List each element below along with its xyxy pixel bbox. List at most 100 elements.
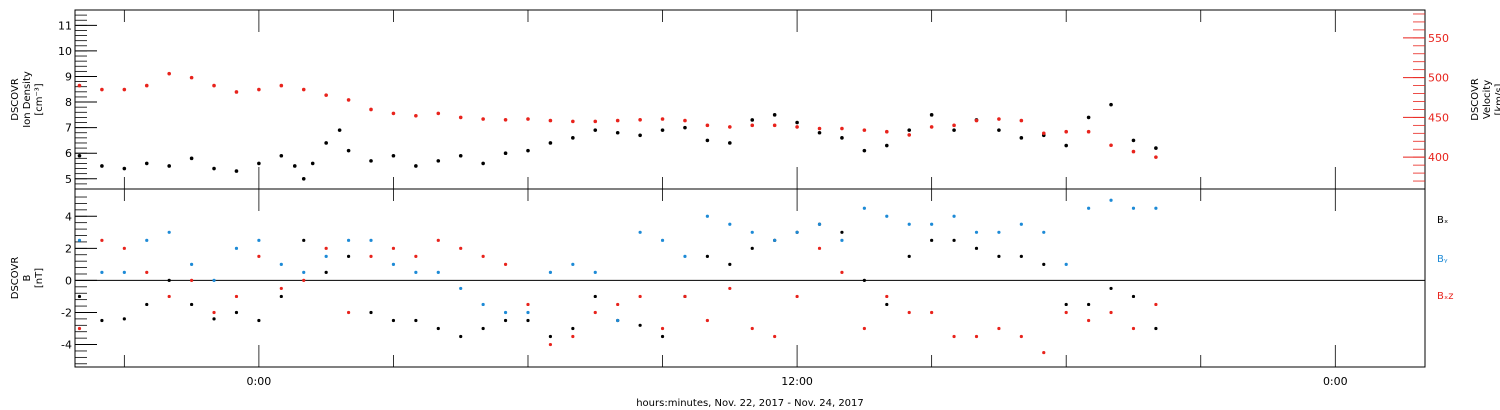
density-point <box>907 128 912 132</box>
bx-point <box>369 310 373 315</box>
left-tick-label: 9 <box>65 70 72 83</box>
bx-point <box>728 262 732 266</box>
velocity-point <box>660 117 665 121</box>
bz-point <box>862 326 866 331</box>
top-right-axis-label-line: [km/s] <box>1494 83 1500 115</box>
bz-point <box>1042 350 1046 355</box>
density-point <box>1131 138 1136 143</box>
density-point <box>77 153 82 158</box>
density-point <box>436 159 441 163</box>
by-point <box>1064 262 1068 266</box>
density-point <box>728 141 732 145</box>
bx-point <box>907 254 911 258</box>
density-point <box>1109 102 1113 107</box>
bx-point <box>885 302 889 307</box>
by-point <box>279 262 283 266</box>
by-point <box>302 270 306 274</box>
by-point <box>167 230 171 234</box>
bz-point <box>773 334 777 339</box>
by-point <box>1109 198 1113 202</box>
by-point <box>1087 206 1091 210</box>
b-tick-label: 0 <box>65 274 72 287</box>
density-point <box>301 176 306 181</box>
density-point <box>122 166 127 171</box>
bz-point <box>167 294 171 299</box>
by-point <box>257 238 261 242</box>
bz-point <box>369 254 373 258</box>
by-point <box>930 222 934 226</box>
density-point <box>391 153 396 158</box>
density-point <box>414 164 418 168</box>
left-tick-label: 10 <box>58 45 72 58</box>
velocity-point <box>1109 143 1113 148</box>
by-point <box>885 214 889 218</box>
bz-point <box>1109 310 1113 315</box>
bx-point <box>481 326 485 331</box>
by-point <box>862 206 866 210</box>
by-point <box>526 310 530 315</box>
bz-point <box>257 254 261 258</box>
left-tick-label: 11 <box>58 19 72 32</box>
density-point <box>346 148 351 153</box>
legend-entry: Bₓ <box>1437 215 1448 226</box>
bx-point <box>997 254 1001 258</box>
velocity-point <box>144 83 149 88</box>
velocity-point <box>997 117 1001 121</box>
density-point <box>189 156 194 161</box>
density-point <box>1086 115 1091 120</box>
velocity-point <box>615 118 620 123</box>
b-tick-label: -2 <box>61 306 72 319</box>
density-point <box>929 113 934 117</box>
by-point <box>750 230 754 234</box>
bz-point <box>234 294 239 299</box>
bx-point <box>122 317 126 321</box>
by-point <box>369 238 373 242</box>
by-point <box>660 238 665 242</box>
velocity-point <box>503 117 508 122</box>
top-left-axis-label-line: DSCOVR <box>10 78 21 121</box>
by-point <box>503 310 508 315</box>
density-point <box>167 164 171 168</box>
bz-point <box>885 294 889 299</box>
by-point <box>190 262 194 266</box>
bx-point <box>952 238 956 242</box>
bz-point <box>974 334 979 339</box>
by-point <box>212 278 216 283</box>
bx-point <box>1131 294 1136 299</box>
bz-point <box>907 310 911 315</box>
velocity-point <box>77 83 82 88</box>
by-point <box>100 270 104 274</box>
velocity-point <box>593 119 598 124</box>
by-point <box>952 214 956 218</box>
density-point <box>481 161 485 166</box>
density-point <box>1019 136 1024 140</box>
by-point <box>346 238 351 242</box>
velocity-point <box>750 123 755 128</box>
bx-point <box>503 318 508 323</box>
bz-point <box>302 278 306 283</box>
velocity-point <box>1019 118 1024 123</box>
by-point <box>1042 230 1046 234</box>
bx-point <box>234 310 239 315</box>
x-tick-label: 0:00 <box>247 375 272 388</box>
by-point <box>907 222 911 226</box>
bz-point <box>122 246 126 250</box>
density-point <box>503 151 508 155</box>
bx-point <box>77 294 82 299</box>
by-point <box>593 270 597 274</box>
velocity-point <box>324 93 328 97</box>
density-point <box>997 128 1001 132</box>
by-point <box>840 238 844 242</box>
by-point <box>974 230 979 234</box>
top-right-axis-label: DSCOVRVelocity[km/s] <box>1470 78 1500 121</box>
left-tick-label: 6 <box>65 147 72 160</box>
by-point <box>638 230 642 234</box>
velocity-point <box>189 75 194 80</box>
bz-point <box>503 262 508 266</box>
velocity-point <box>884 129 889 134</box>
bz-point <box>1154 302 1158 307</box>
bx-point <box>750 246 754 250</box>
velocity-point <box>907 133 912 137</box>
density-point <box>212 166 216 171</box>
right-tick-label: 450 <box>1428 111 1449 124</box>
